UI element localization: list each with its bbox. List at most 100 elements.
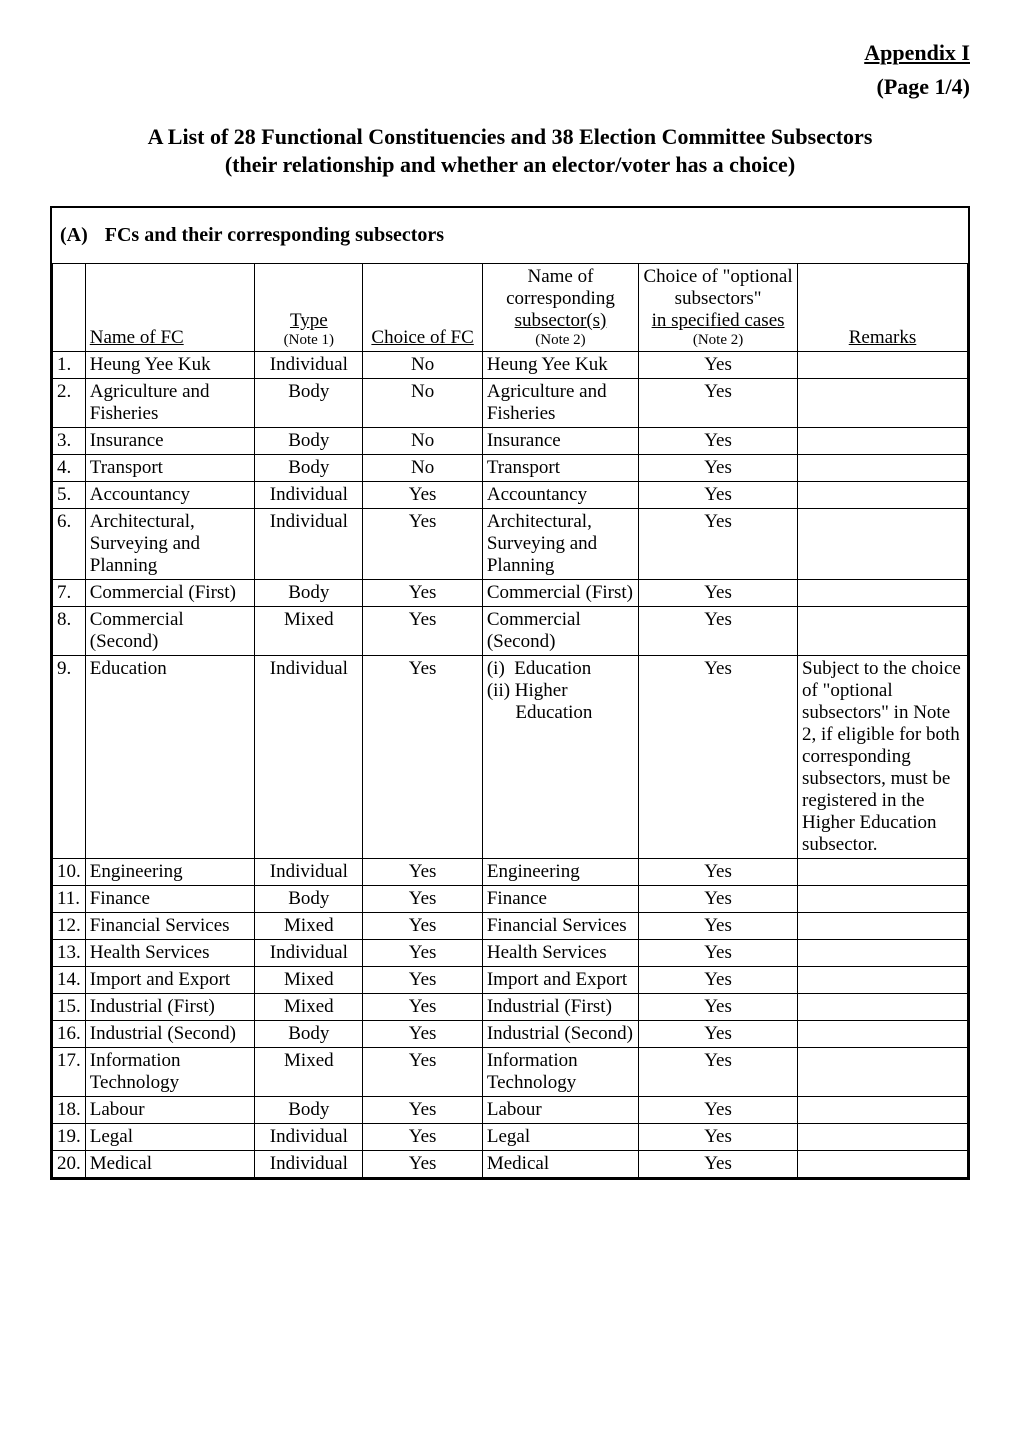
row-number: 8. <box>53 607 86 656</box>
fc-choice: Yes <box>363 1021 483 1048</box>
fc-choice: Yes <box>363 482 483 509</box>
fc-name: Financial Services <box>85 913 255 940</box>
subsector-name: Engineering <box>482 859 638 886</box>
subsector-name: Import and Export <box>482 967 638 994</box>
table-row: 5.AccountancyIndividualYesAccountancyYes <box>53 482 968 509</box>
fc-name: Medical <box>85 1151 255 1178</box>
table-body: 1.Heung Yee KukIndividualNoHeung Yee Kuk… <box>53 352 968 1178</box>
fc-choice: Yes <box>363 580 483 607</box>
fc-choice: No <box>363 428 483 455</box>
remarks <box>798 580 968 607</box>
subsector-name: Agriculture and Fisheries <box>482 379 638 428</box>
col-opt-text2: in specified cases <box>652 310 785 332</box>
subsector-name: Industrial (First) <box>482 994 638 1021</box>
fc-type: Individual <box>255 482 363 509</box>
fc-type: Mixed <box>255 913 363 940</box>
fc-choice: Yes <box>363 994 483 1021</box>
optional-choice: Yes <box>639 1097 798 1124</box>
fc-choice: Yes <box>363 1151 483 1178</box>
table-row: 15.Industrial (First)MixedYesIndustrial … <box>53 994 968 1021</box>
appendix-label: Appendix I <box>50 40 970 66</box>
col-type-note: (Note 1) <box>284 332 334 349</box>
fc-name: Engineering <box>85 859 255 886</box>
fc-choice: Yes <box>363 509 483 580</box>
col-name-text: Name of FC <box>90 327 184 348</box>
fc-name: Import and Export <box>85 967 255 994</box>
row-number: 15. <box>53 994 86 1021</box>
subsector-name: Accountancy <box>482 482 638 509</box>
table-row: 6.Architectural, Surveying and PlanningI… <box>53 509 968 580</box>
subsector-name: Legal <box>482 1124 638 1151</box>
subsector-name: (i) Education (ii) Higher Education <box>482 656 638 859</box>
remarks <box>798 482 968 509</box>
optional-choice: Yes <box>639 940 798 967</box>
table-row: 10.EngineeringIndividualYesEngineeringYe… <box>53 859 968 886</box>
col-header-num <box>53 264 86 352</box>
optional-choice: Yes <box>639 886 798 913</box>
fc-type: Mixed <box>255 607 363 656</box>
subsector-name: Insurance <box>482 428 638 455</box>
subsector-name: Health Services <box>482 940 638 967</box>
subsector-name: Commercial (First) <box>482 580 638 607</box>
table-row: 19.LegalIndividualYesLegalYes <box>53 1124 968 1151</box>
fc-type: Individual <box>255 940 363 967</box>
document-title: A List of 28 Functional Constituencies a… <box>50 124 970 150</box>
remarks <box>798 940 968 967</box>
optional-choice: Yes <box>639 1151 798 1178</box>
row-number: 13. <box>53 940 86 967</box>
row-number: 17. <box>53 1048 86 1097</box>
remarks <box>798 607 968 656</box>
subsector-name: Industrial (Second) <box>482 1021 638 1048</box>
header-row: Name of FC Type (Note 1) Choice of FC Na… <box>53 264 968 352</box>
row-number: 14. <box>53 967 86 994</box>
table-row: 3.InsuranceBodyNoInsuranceYes <box>53 428 968 455</box>
table-row: 20.MedicalIndividualYesMedicalYes <box>53 1151 968 1178</box>
row-number: 19. <box>53 1124 86 1151</box>
fc-type: Mixed <box>255 1048 363 1097</box>
remarks <box>798 994 968 1021</box>
subsector-name: Financial Services <box>482 913 638 940</box>
fc-type: Individual <box>255 352 363 379</box>
fc-name: Accountancy <box>85 482 255 509</box>
fc-name: Finance <box>85 886 255 913</box>
optional-choice: Yes <box>639 379 798 428</box>
optional-choice: Yes <box>639 1048 798 1097</box>
remarks <box>798 509 968 580</box>
row-number: 18. <box>53 1097 86 1124</box>
col-type-text: Type <box>290 310 328 332</box>
fc-choice: Yes <box>363 886 483 913</box>
optional-choice: Yes <box>639 352 798 379</box>
subsector-name: Architectural, Surveying and Planning <box>482 509 638 580</box>
table-row: 18.LabourBodyYesLabourYes <box>53 1097 968 1124</box>
optional-choice: Yes <box>639 607 798 656</box>
subsector-name: Information Technology <box>482 1048 638 1097</box>
data-table: Name of FC Type (Note 1) Choice of FC Na… <box>52 263 968 1178</box>
fc-type: Individual <box>255 656 363 859</box>
col-choice-text: Choice of FC <box>371 327 473 348</box>
fc-choice: Yes <box>363 1048 483 1097</box>
fc-type: Mixed <box>255 994 363 1021</box>
remarks <box>798 1124 968 1151</box>
col-rem-text: Remarks <box>849 327 917 348</box>
fc-type: Body <box>255 379 363 428</box>
row-number: 2. <box>53 379 86 428</box>
table-row: 4.TransportBodyNoTransportYes <box>53 455 968 482</box>
section-header: (A) FCs and their corresponding subsecto… <box>52 208 968 263</box>
col-sub-text2: subsector(s) <box>515 310 607 332</box>
fc-type: Individual <box>255 1124 363 1151</box>
optional-choice: Yes <box>639 994 798 1021</box>
optional-choice: Yes <box>639 455 798 482</box>
table-row: 13.Health ServicesIndividualYesHealth Se… <box>53 940 968 967</box>
subsector-name: Transport <box>482 455 638 482</box>
fc-name: Industrial (First) <box>85 994 255 1021</box>
optional-choice: Yes <box>639 1021 798 1048</box>
fc-name: Architectural, Surveying and Planning <box>85 509 255 580</box>
col-sub-text1: Name of corresponding <box>487 266 634 310</box>
main-table-container: (A) FCs and their corresponding subsecto… <box>50 206 970 1180</box>
section-label: (A) <box>60 224 88 247</box>
table-row: 16.Industrial (Second)BodyYesIndustrial … <box>53 1021 968 1048</box>
fc-type: Mixed <box>255 967 363 994</box>
col-opt-note: (Note 2) <box>693 332 743 349</box>
table-row: 17.Information TechnologyMixedYesInforma… <box>53 1048 968 1097</box>
fc-choice: Yes <box>363 1124 483 1151</box>
